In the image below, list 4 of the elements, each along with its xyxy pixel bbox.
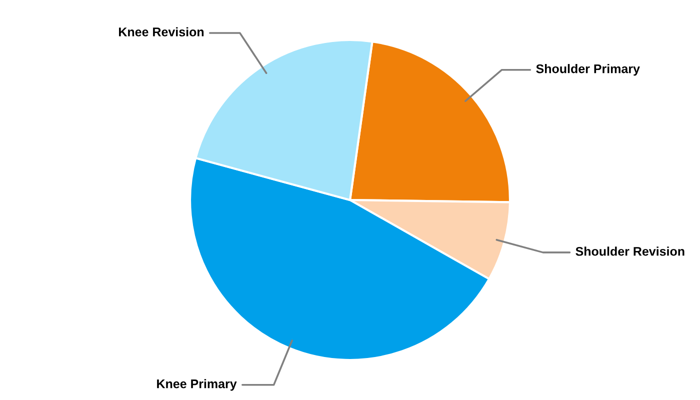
slice-label: Knee Revision bbox=[119, 27, 204, 36]
slice-label: Knee Primary bbox=[157, 379, 237, 391]
slice-label: Shoulder Revision bbox=[576, 246, 684, 256]
slice-label: Shoulder Primary bbox=[536, 64, 640, 76]
